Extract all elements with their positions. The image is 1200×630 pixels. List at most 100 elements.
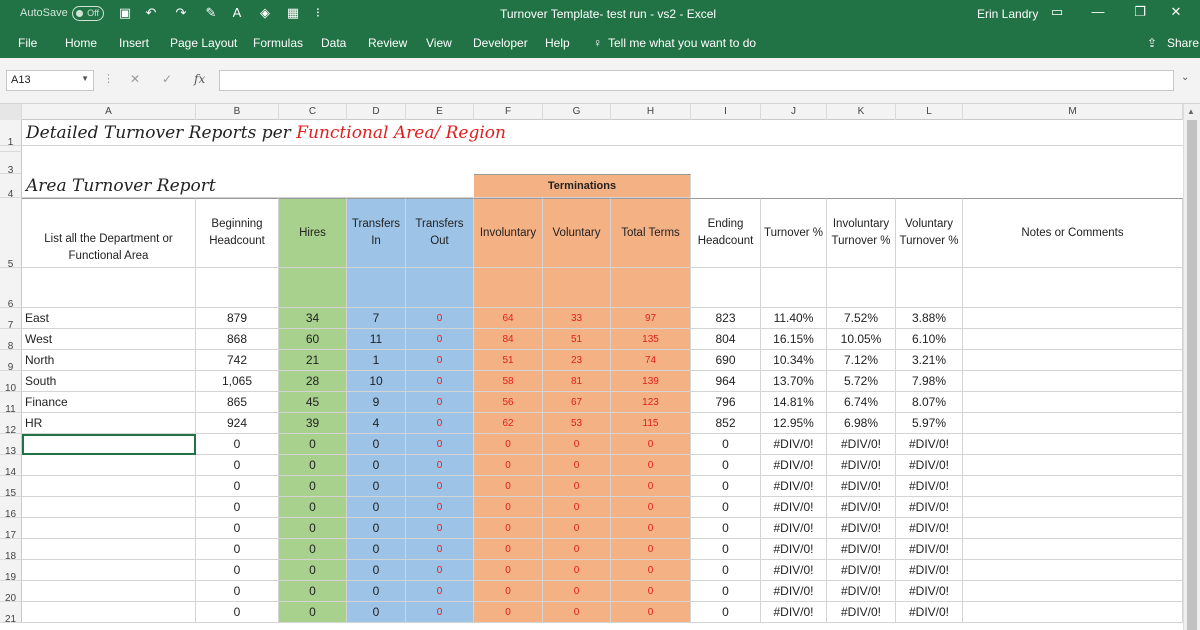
row-header[interactable]: 1 [0,120,22,148]
cell-h-15[interactable]: 0 [611,476,691,497]
cell-k-13[interactable]: #DIV/0! [827,434,896,455]
cell-b-17[interactable]: 0 [196,518,279,539]
enter-icon[interactable]: ✓ [162,72,173,86]
cell-h-16[interactable]: 0 [611,497,691,518]
cell-d-9[interactable]: 1 [347,350,406,371]
cell-m-12[interactable] [963,413,1183,434]
cell-e-10[interactable]: 0 [406,371,474,392]
cell-e-12[interactable]: 0 [406,413,474,434]
cell-i-15[interactable]: 0 [691,476,761,497]
cell-i-9[interactable]: 690 [691,350,761,371]
cell-b-18[interactable]: 0 [196,539,279,560]
cell-d-11[interactable]: 9 [347,392,406,413]
cell-i-19[interactable]: 0 [691,560,761,581]
cell-a-8[interactable]: West [22,329,196,350]
cell-i-11[interactable]: 796 [691,392,761,413]
cell-f-19[interactable]: 0 [474,560,543,581]
cell-e-18[interactable]: 0 [406,539,474,560]
cell-b-13[interactable]: 0 [196,434,279,455]
cell-f-16[interactable]: 0 [474,497,543,518]
row-header[interactable]: 4 [0,174,22,200]
cell-c-10[interactable]: 28 [279,371,347,392]
spacer-cell-d[interactable] [347,268,406,308]
cell-i-12[interactable]: 852 [691,413,761,434]
cell-g-7[interactable]: 33 [543,308,611,329]
column-header-k[interactable]: K [827,104,896,120]
cell-k-8[interactable]: 10.05% [827,329,896,350]
borders-icon[interactable]: ▦ [286,5,300,20]
cell-m-9[interactable] [963,350,1183,371]
cancel-icon[interactable]: ✕ [130,72,141,86]
spacer-cell-a[interactable] [22,268,196,308]
cell-b-11[interactable]: 865 [196,392,279,413]
cell-h-17[interactable]: 0 [611,518,691,539]
cell-g-8[interactable]: 51 [543,329,611,350]
cell-g-19[interactable]: 0 [543,560,611,581]
user-name[interactable]: Erin Landry [977,7,1039,21]
cell-a-18[interactable] [22,539,196,560]
cell-f-21[interactable]: 0 [474,602,543,623]
cell-j-17[interactable]: #DIV/0! [761,518,827,539]
cell-f-14[interactable]: 0 [474,455,543,476]
customize-toolbar-icon[interactable]: ⁝ [315,5,321,20]
cell-h-7[interactable]: 97 [611,308,691,329]
spacer-cell-m[interactable] [963,268,1183,308]
row-header[interactable]: 19 [0,560,22,583]
cell-m-7[interactable] [963,308,1183,329]
cell-l-19[interactable]: #DIV/0! [896,560,963,581]
save-icon[interactable]: ▣ [118,5,132,20]
autosave-toggle[interactable]: Off [72,6,104,21]
cell-h-14[interactable]: 0 [611,455,691,476]
cell-d-15[interactable]: 0 [347,476,406,497]
cell-a-17[interactable] [22,518,196,539]
row-header[interactable]: 11 [0,392,22,415]
tab-formulas[interactable]: Formulas [253,36,304,50]
format-painter-icon[interactable]: ✎ [205,5,217,20]
select-all-corner[interactable] [0,104,22,120]
cell-h-12[interactable]: 115 [611,413,691,434]
cell-l-17[interactable]: #DIV/0! [896,518,963,539]
cell-c-14[interactable]: 0 [279,455,347,476]
cell-f-13[interactable]: 0 [474,434,543,455]
cell-f-9[interactable]: 51 [474,350,543,371]
tab-home[interactable]: Home [65,36,98,50]
cell-h-18[interactable]: 0 [611,539,691,560]
cell-g-20[interactable]: 0 [543,581,611,602]
cell-l-18[interactable]: #DIV/0! [896,539,963,560]
cell-j-15[interactable]: #DIV/0! [761,476,827,497]
row-header[interactable]: 17 [0,518,22,541]
cell-l-20[interactable]: #DIV/0! [896,581,963,602]
cell-a-21[interactable] [22,602,196,623]
cell-k-11[interactable]: 6.74% [827,392,896,413]
cell-k-10[interactable]: 5.72% [827,371,896,392]
cell-g-16[interactable]: 0 [543,497,611,518]
cell-i-20[interactable]: 0 [691,581,761,602]
cell-h-10[interactable]: 139 [611,371,691,392]
tab-review[interactable]: Review [368,36,408,50]
tab-developer[interactable]: Developer [473,36,528,50]
cell-m-13[interactable] [963,434,1183,455]
cell-a-14[interactable] [22,455,196,476]
cell-a-9[interactable]: North [22,350,196,371]
cell-d-12[interactable]: 4 [347,413,406,434]
cell-l-21[interactable]: #DIV/0! [896,602,963,623]
cell-l-10[interactable]: 7.98% [896,371,963,392]
cell-l-9[interactable]: 3.21% [896,350,963,371]
cell-c-20[interactable]: 0 [279,581,347,602]
cell-f-12[interactable]: 62 [474,413,543,434]
cell-f-17[interactable]: 0 [474,518,543,539]
cell-k-16[interactable]: #DIV/0! [827,497,896,518]
cell-c-21[interactable]: 0 [279,602,347,623]
cell-c-19[interactable]: 0 [279,560,347,581]
cell-j-20[interactable]: #DIV/0! [761,581,827,602]
expand-formula-icon[interactable]: ⌄ [1181,72,1190,83]
cell-b-14[interactable]: 0 [196,455,279,476]
scroll-up-icon[interactable]: ▲ [1187,107,1195,116]
column-header-m[interactable]: M [963,104,1183,120]
cell-l-8[interactable]: 6.10% [896,329,963,350]
column-header-d[interactable]: D [347,104,406,120]
spacer-cell-h[interactable] [611,268,691,308]
cell-g-18[interactable]: 0 [543,539,611,560]
tab-data[interactable]: Data [321,36,347,50]
cell-j-21[interactable]: #DIV/0! [761,602,827,623]
